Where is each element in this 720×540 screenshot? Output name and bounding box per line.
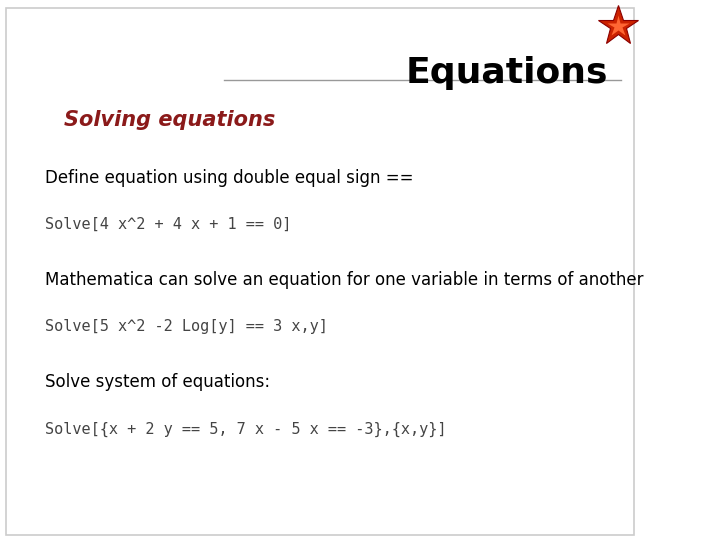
Text: Mathematica can solve an equation for one variable in terms of another: Mathematica can solve an equation for on…: [45, 271, 644, 289]
Text: Solve system of equations:: Solve system of equations:: [45, 373, 270, 392]
FancyBboxPatch shape: [6, 8, 634, 535]
Text: Equations: Equations: [406, 56, 608, 90]
Text: Solve[4 x^2 + 4 x + 1 == 0]: Solve[4 x^2 + 4 x + 1 == 0]: [45, 217, 291, 232]
Text: Solve[{x + 2 y == 5, 7 x - 5 x == -3},{x,y}]: Solve[{x + 2 y == 5, 7 x - 5 x == -3},{x…: [45, 422, 446, 437]
Text: Solve[5 x^2 -2 Log[y] == 3 x,y]: Solve[5 x^2 -2 Log[y] == 3 x,y]: [45, 320, 328, 334]
Text: Define equation using double equal sign ==: Define equation using double equal sign …: [45, 169, 413, 187]
Text: Solving equations: Solving equations: [64, 110, 275, 130]
